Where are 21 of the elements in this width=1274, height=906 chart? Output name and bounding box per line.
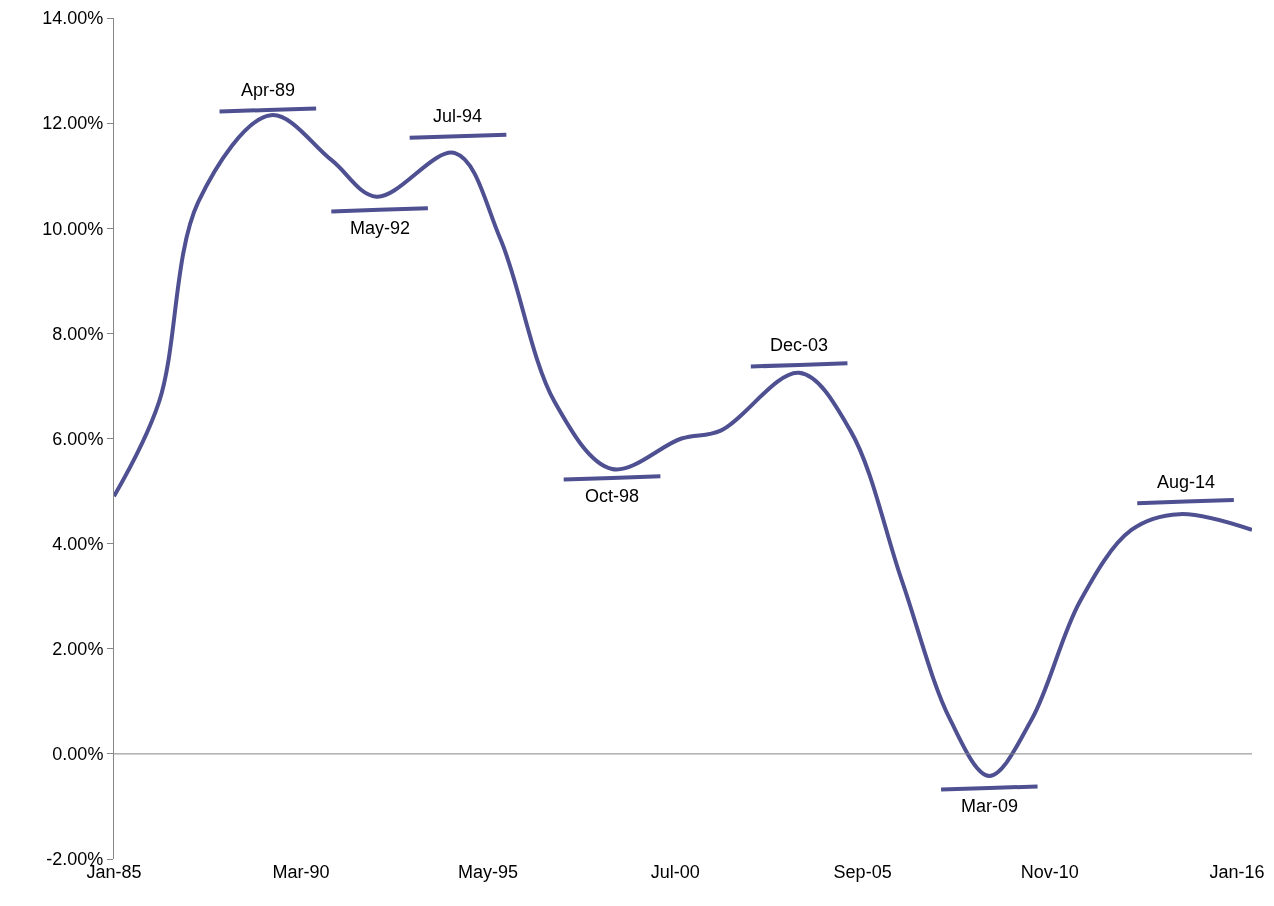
y-tick-label: 2.00%: [52, 639, 104, 660]
annotation: May-92: [350, 218, 411, 238]
annotation: Dec-03: [770, 335, 829, 355]
x-tick-label: Mar-90: [272, 862, 330, 882]
x-tick-label: Jan-16: [1209, 862, 1265, 882]
y-tick-label: 8.00%: [52, 323, 104, 344]
y-tick-label: 4.00%: [52, 533, 104, 554]
y-tick-label: 6.00%: [52, 428, 104, 449]
x-tick-label: May-95: [458, 862, 519, 882]
y-tick-label: 14.00%: [42, 8, 104, 29]
x-tick-label: Nov-10: [1020, 862, 1079, 882]
annotation: Jul-94: [433, 106, 483, 126]
annotation: Aug-14: [1157, 472, 1216, 492]
annotation: Apr-89: [241, 80, 296, 100]
annotation: Mar-09: [961, 796, 1019, 816]
y-tick-label: 10.00%: [42, 218, 104, 239]
annotation: Oct-98: [585, 486, 640, 506]
y-tick-label: 0.00%: [52, 744, 104, 765]
y-tick-label: 12.00%: [42, 113, 104, 134]
x-tick-label: Jul-00: [650, 862, 700, 882]
x-tick-label: Sep-05: [833, 862, 892, 882]
